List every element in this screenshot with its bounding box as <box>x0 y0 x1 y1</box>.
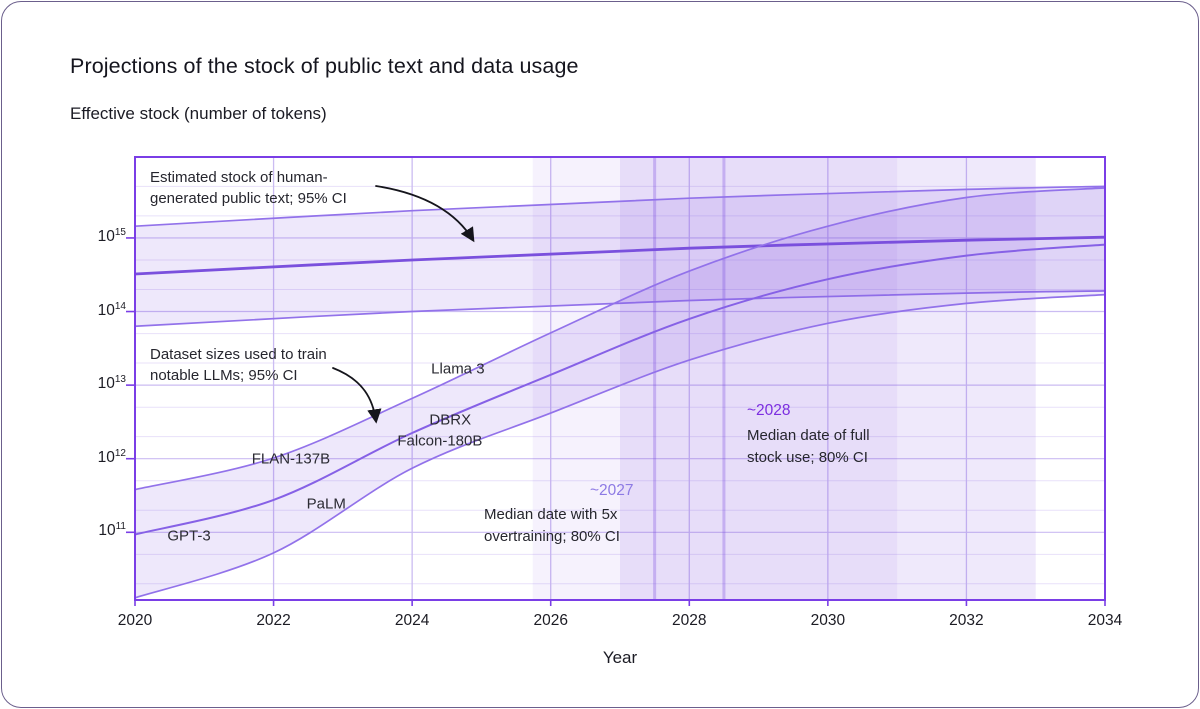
event-2027-desc-line2: overtraining; 80% CI <box>484 527 620 545</box>
model-label-palm: PaLM <box>306 495 346 513</box>
y-axis-title: Effective stock (number of tokens) <box>70 104 327 123</box>
y-tick-label: 1012 <box>97 447 126 466</box>
arrow-datasets <box>332 367 382 424</box>
model-label-dbrx: DBRX <box>429 411 472 429</box>
ci-band-evt2027 <box>532 157 898 600</box>
annotation-datasets-line2: notable LLMs; 95% CI <box>150 367 298 385</box>
median-curve-0 <box>134 235 1106 276</box>
y-tick-label: 1013 <box>97 374 126 393</box>
ci-band-evt2028 <box>620 157 1036 600</box>
band-fill-0 <box>135 186 1105 327</box>
annotation-stock-line2: generated public text; 95% CI <box>150 190 347 208</box>
y-tick-label: 1011 <box>98 521 126 540</box>
x-tick-label: 2034 <box>1087 612 1123 629</box>
annotation-stock-line1: Estimated stock of human- <box>150 169 328 186</box>
event-2027-desc: Median date with 5x overtraining; 80% CI <box>484 504 620 548</box>
y-tick-label: 1015 <box>97 226 126 246</box>
plot-border <box>134 156 1106 601</box>
x-tick-label: 2024 <box>394 612 430 629</box>
event-2027-desc-line1: Median date with 5x <box>484 506 618 523</box>
band-fill-1 <box>135 187 1105 598</box>
x-tick-label: 2020 <box>117 612 153 629</box>
median-curve-1 <box>134 243 1106 536</box>
arrow-stock <box>375 185 475 243</box>
x-tick-label: 2022 <box>256 612 291 629</box>
model-label-flan-137b: FLAN-137B <box>251 450 331 468</box>
annotation-datasets-line1: Dataset sizes used to train <box>150 346 327 363</box>
page-title: Projections of the stock of public text … <box>70 54 579 78</box>
model-label-gpt-3: GPT-3 <box>167 527 211 545</box>
model-label-llama-3: Llama 3 <box>431 360 485 378</box>
model-label-falcon-180b: Falcon-180B <box>397 432 483 450</box>
event-2028-desc-line2: stock use; 80% CI <box>747 448 868 466</box>
x-tick-label: 2032 <box>949 612 984 629</box>
x-tick-label: 2028 <box>672 612 707 629</box>
x-tick-label: 2030 <box>810 612 846 629</box>
annotation-stock-text: Estimated stock of human- generated publ… <box>150 167 347 210</box>
x-axis-title: Year <box>602 648 638 667</box>
event-2028-desc: Median date of full stock use; 80% CI <box>747 425 870 469</box>
y-tick-label: 1014 <box>97 300 126 319</box>
x-tick-label: 2026 <box>533 612 568 629</box>
event-2028-label: ~2028 <box>747 402 791 419</box>
event-2027-label: ~2027 <box>590 482 634 499</box>
annotation-datasets-text: Dataset sizes used to train notable LLMs… <box>150 344 327 387</box>
event-2028-desc-line1: Median date of full <box>747 427 870 444</box>
